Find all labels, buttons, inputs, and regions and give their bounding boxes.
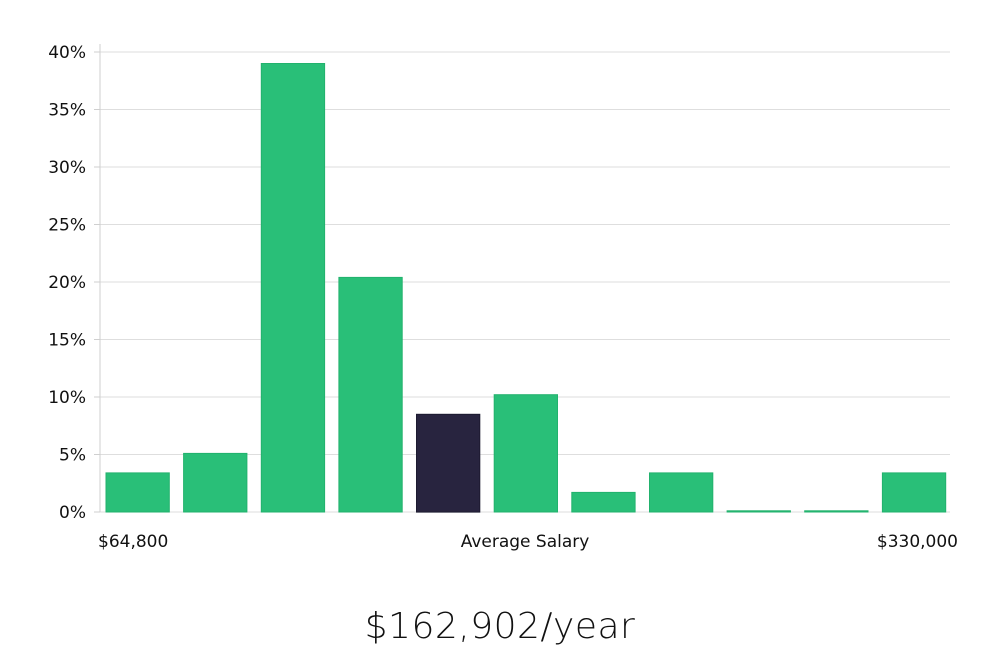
y-tick-label: 5% xyxy=(59,446,86,466)
y-tick-label: 35% xyxy=(48,101,86,121)
bar xyxy=(183,452,248,513)
bar xyxy=(881,472,947,513)
y-axis-ticks: 0% 5% 10% 15% 20% 25% 30% 35% 40% xyxy=(48,43,100,523)
y-tick-label: 20% xyxy=(48,273,86,293)
bar-average-salary xyxy=(416,413,481,513)
y-tick-label: 40% xyxy=(48,43,86,63)
y-tick-label: 15% xyxy=(48,331,86,351)
bar xyxy=(493,394,559,513)
y-tick-label: 30% xyxy=(48,158,86,178)
x-axis-title: Average Salary xyxy=(461,532,590,552)
bars xyxy=(105,63,947,513)
y-tick-label: 10% xyxy=(48,388,86,408)
x-axis-max-label: $330,000 xyxy=(877,532,958,552)
bar xyxy=(338,276,403,513)
bar xyxy=(649,472,714,513)
bar xyxy=(105,472,170,513)
bar xyxy=(260,63,326,513)
average-salary-value: $162,902/year xyxy=(364,606,636,647)
bar xyxy=(726,510,791,513)
salary-histogram: 0% 5% 10% 15% 20% 25% 30% 35% 40% $64,800 Averag… xyxy=(48,43,958,552)
bar xyxy=(804,510,869,513)
bar xyxy=(571,491,636,513)
y-tick-label: 25% xyxy=(48,216,86,236)
x-axis-min-label: $64,800 xyxy=(98,532,168,552)
y-tick-label: 0% xyxy=(59,503,86,523)
